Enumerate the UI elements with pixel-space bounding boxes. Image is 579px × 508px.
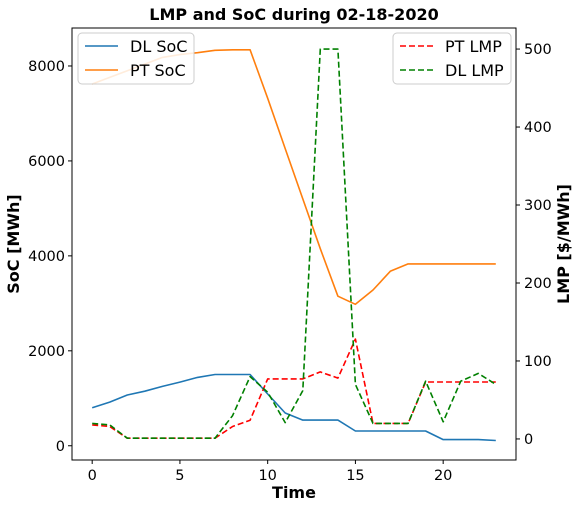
x-tick-label: 15 xyxy=(346,468,364,484)
y-right-tick-label: 100 xyxy=(524,354,552,370)
series-line-dl-lmp xyxy=(92,48,497,440)
y-right-tick-label: 200 xyxy=(524,276,552,292)
legend-left: DL SoC PT SoC xyxy=(77,32,195,85)
y-left-axis-label: SoC [MWh] xyxy=(4,194,23,293)
y-left-tick-label: 6000 xyxy=(28,154,65,170)
y-left-tick-label: 4000 xyxy=(28,249,65,265)
plot-area xyxy=(71,27,517,461)
y-right-tick-label: 300 xyxy=(524,198,552,214)
x-tick-label: 0 xyxy=(88,468,97,484)
tick-marks: 0 5 10 15 2002000400060008000010020030040050… xyxy=(28,42,552,484)
legend-dl-lmp-label: DL LMP xyxy=(445,61,504,80)
plot-frame xyxy=(71,27,517,461)
y-left-tick-label: 8000 xyxy=(28,59,65,75)
y-right-axis-label: LMP [$/MWh] xyxy=(554,184,573,304)
legend-pt-soc-label: PT SoC xyxy=(130,61,186,80)
x-tick-label: 10 xyxy=(258,468,276,484)
y-right-tick-label: 500 xyxy=(524,42,552,58)
y-right-tick-label: 400 xyxy=(524,120,552,136)
y-left-tick-label: 2000 xyxy=(28,344,65,360)
series-line-pt-lmp xyxy=(92,338,496,440)
y-left-tick-label: 0 xyxy=(56,439,65,455)
series-line-dl-soc xyxy=(91,373,496,442)
legend-dl-soc-label: DL SoC xyxy=(130,37,187,56)
legend-right: PT LMP DL LMP xyxy=(392,32,512,85)
x-tick-label: 20 xyxy=(434,468,452,484)
y-right-tick-label: 0 xyxy=(524,432,533,448)
chart-title: LMP and SoC during 02-18-2020 xyxy=(149,5,438,24)
x-tick-label: 5 xyxy=(175,468,184,484)
x-axis-label: Time xyxy=(272,483,316,502)
legend-pt-lmp-label: PT LMP xyxy=(445,37,502,56)
